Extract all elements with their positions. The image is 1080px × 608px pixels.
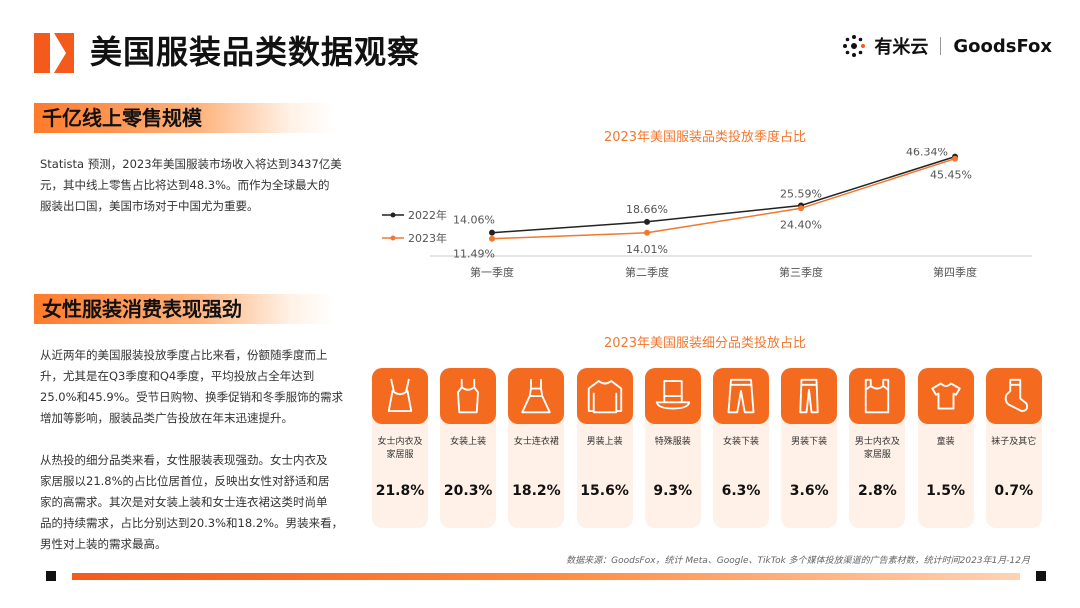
data-point	[489, 229, 495, 236]
sweater-icon	[576, 368, 633, 424]
series-line-2022年	[491, 155, 956, 234]
paragraph-line: 家居服以21.8%的占比位居首位，反映出女性对舒适和居	[40, 474, 330, 488]
paragraph-line: 元，其中线上零售占比将达到48.3%。而作为全球最大的	[40, 178, 330, 192]
paragraph-line: 男性对上装的需求最高。	[40, 537, 167, 551]
paragraph-line: 家的高需求。其次是对女装上装和女士连衣裙这类时尚单	[40, 495, 328, 509]
category-value: 21.8%	[375, 483, 425, 499]
category-card: 女士连衣裙 18.2%	[508, 368, 565, 528]
category-value: 20.3%	[443, 483, 493, 499]
brand-logos: 有米云 GoodsFox	[842, 34, 1052, 58]
data-point	[489, 235, 495, 242]
data-label: 18.66%	[626, 203, 668, 216]
brand-logo-icon	[34, 33, 74, 73]
footer-square	[1036, 571, 1046, 581]
paragraph-line: 增加等影响，服装品类广告投放在年末迅速提升。	[40, 411, 293, 425]
women-pants-icon	[713, 368, 769, 424]
data-point	[644, 218, 650, 225]
category-value: 1.5%	[926, 483, 965, 499]
data-label: 14.06%	[453, 214, 495, 227]
data-label: 14.01%	[626, 243, 668, 256]
brand-name-en: GoodsFox	[953, 35, 1052, 57]
paragraph-line: 从热投的细分品类来看，女性服装表现强劲。女士内衣及	[40, 453, 328, 467]
category-label: 女装下装	[722, 437, 759, 447]
data-label: 25.59%	[780, 187, 822, 200]
footer-bar	[46, 571, 1046, 581]
category-card: 童装 1.5%	[917, 368, 974, 528]
kids-shirt-icon	[917, 368, 974, 424]
tank-top-icon	[440, 368, 497, 424]
data-label: 45.45%	[930, 169, 972, 182]
x-tick-label: 第一季度	[470, 265, 514, 279]
paragraph-line: 品的持续需求，占比分别达到20.3%和18.2%。男装来看，	[40, 516, 344, 530]
category-label: 童装	[936, 437, 955, 447]
data-label: 24.40%	[780, 218, 822, 231]
quarterly-share-line-chart: 第一季度 第二季度 第三季度 第四季度 2022年 2023年 14.06% 18.66% 25…	[382, 148, 1032, 279]
section-heading-online-retail: 千亿线上零售规模	[34, 103, 334, 133]
data-source-note: 数据来源：GoodsFox，统计 Meta、Google、TikTok 多个媒体…	[566, 556, 1030, 566]
section-1-paragraph: Statista 预测，2023年美国服装市场收入将达到3437亿美 元，其中线上…	[40, 154, 342, 217]
section-heading-women-apparel: 女性服装消费表现强劲	[34, 294, 334, 324]
youmi-logo-icon	[843, 35, 866, 57]
x-tick-label: 第四季度	[933, 265, 977, 279]
paragraph-line: Statista 预测，2023年美国服装市场收入将达到3437亿美	[40, 157, 342, 171]
legend-marker	[390, 235, 396, 241]
data-point	[952, 155, 958, 162]
category-label: 袜子及其它	[991, 437, 1037, 447]
sock-icon	[985, 368, 1042, 424]
category-label: 女士连衣裙	[513, 437, 559, 447]
category-label: 女装上装	[450, 437, 487, 447]
legend-label: 2023年	[408, 231, 447, 245]
men-pants-icon	[781, 368, 838, 424]
series-line-2023年	[491, 157, 956, 240]
category-value: 18.2%	[512, 483, 561, 499]
category-chart-title: 2023年美国服装细分品类投放占比	[603, 336, 807, 351]
section-2-paragraph: 从近两年的美国服装投放季度占比来看，份额随季度而上 升，尤其是在Q3季度和Q4季度…	[40, 345, 343, 555]
top-hat-icon	[644, 368, 701, 424]
data-point	[798, 205, 804, 212]
category-label: 男士内衣及家居服	[854, 437, 900, 460]
footer-gradient-bar	[72, 573, 1020, 580]
line-chart-title: 2023年美国服装品类投放季度占比	[603, 130, 807, 145]
legend-marker	[390, 212, 396, 218]
category-card: 袜子及其它 0.7%	[985, 368, 1042, 528]
footer-square	[46, 571, 56, 581]
category-value: 6.3%	[721, 483, 761, 499]
camisole-icon	[372, 368, 428, 424]
category-card: 特殊服装 9.3%	[644, 368, 701, 528]
category-label: 特殊服装	[654, 437, 691, 447]
data-label: 46.34%	[906, 148, 948, 159]
category-cards: 女士内衣及家居服 21.8% 女装上装 20.3% 女士连衣裙 18.2% 男装上装 15.6…	[372, 368, 1042, 528]
paragraph-line: 升，尤其是在Q3季度和Q4季度，平均投放占全年达到	[40, 369, 315, 383]
brand-name-cn: 有米云	[874, 37, 929, 58]
x-tick-label: 第三季度	[779, 265, 823, 279]
paragraph-line	[40, 429, 343, 450]
category-value: 9.3%	[653, 483, 693, 499]
section-heading-text: 千亿线上零售规模	[42, 106, 202, 130]
paragraph-line: 25.0%和45.9%。受节日购物、换季促销和冬季服饰的需求	[40, 390, 344, 404]
paragraph-line: 从近两年的美国服装投放季度占比来看，份额随季度而上	[40, 348, 328, 362]
category-label: 女士内衣及家居服	[377, 437, 423, 460]
section-heading-text: 女性服装消费表现强劲	[42, 297, 242, 321]
category-label: 男装上装	[586, 437, 623, 447]
brand-divider	[940, 37, 942, 55]
category-label: 男装下装	[791, 437, 828, 447]
category-card: 男装上装 15.6%	[576, 368, 633, 528]
category-value: 15.6%	[580, 483, 629, 499]
data-label: 11.49%	[453, 248, 495, 261]
x-tick-label: 第二季度	[625, 265, 669, 279]
paragraph-line: 服装出口国，美国市场对于中国尤为重要。	[40, 199, 259, 213]
category-card: 女装下装 6.3%	[713, 368, 769, 528]
category-card: 女士内衣及家居服 21.8%	[372, 368, 428, 528]
category-card: 男士内衣及家居服 2.8%	[849, 368, 906, 528]
category-value: 3.6%	[789, 483, 829, 499]
category-card: 男装下装 3.6%	[781, 368, 838, 528]
vest-icon	[849, 368, 906, 424]
category-card: 女装上装 20.3%	[440, 368, 497, 528]
legend-label: 2022年	[408, 208, 447, 222]
category-value: 2.8%	[857, 483, 897, 499]
page-title: 美国服装品类数据观察	[90, 33, 421, 71]
category-value: 0.7%	[994, 483, 1034, 499]
data-point	[644, 229, 650, 236]
dress-icon	[508, 368, 565, 424]
